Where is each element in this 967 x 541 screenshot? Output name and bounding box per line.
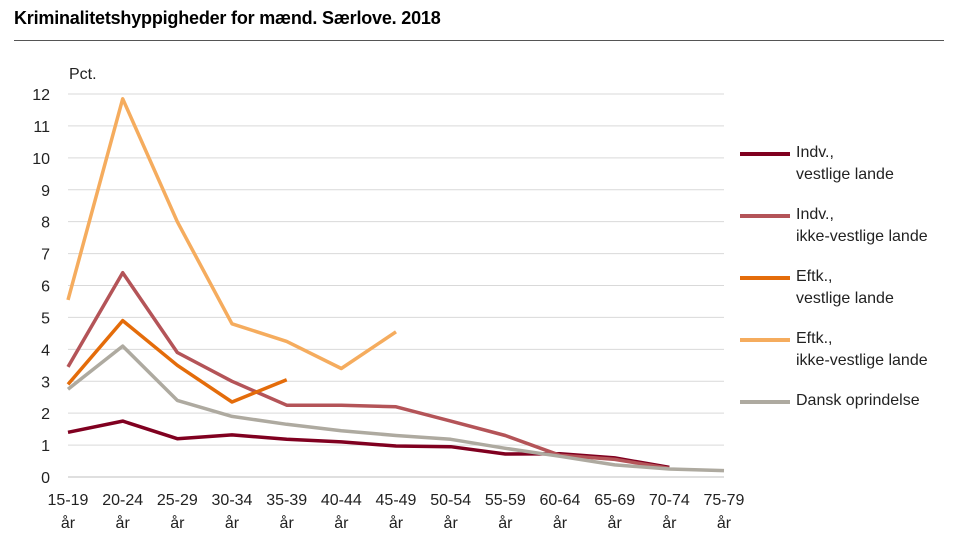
y-axis-label: Pct. xyxy=(69,66,97,83)
x-tick-label-unit: år xyxy=(662,514,677,532)
y-tick-label: 2 xyxy=(41,406,50,423)
x-tick-label-unit: år xyxy=(170,514,185,532)
legend-label-line: ikke-vestlige lande xyxy=(796,228,928,245)
x-tick-label: 70-74 xyxy=(649,492,690,509)
legend-label-line: vestlige lande xyxy=(796,290,894,307)
legend-swatch xyxy=(740,276,790,280)
x-tick-label-unit: år xyxy=(334,514,349,532)
x-tick-label-unit: år xyxy=(498,514,513,532)
x-tick-label: 20-24 xyxy=(102,492,143,509)
legend-label: Eftk., ikke-vestlige lande xyxy=(796,328,966,372)
legend-swatch xyxy=(740,400,790,404)
legend-item-3: Eftk., vestlige lande xyxy=(740,266,966,310)
x-tick-label: 75-79 xyxy=(704,492,745,509)
x-tick-label: 30-34 xyxy=(212,492,253,509)
series-line-4 xyxy=(66,97,397,371)
y-tick-label: 8 xyxy=(41,215,50,232)
y-tick-label: 7 xyxy=(41,247,50,264)
x-tick-label-unit: år xyxy=(225,514,240,532)
legend-swatch xyxy=(740,214,790,218)
legend-label: Eftk., vestlige lande xyxy=(796,266,966,310)
x-tick-label: 35-39 xyxy=(266,492,307,509)
x-tick-label: 65-69 xyxy=(594,492,635,509)
legend-swatch xyxy=(740,152,790,156)
x-tick-label: 55-59 xyxy=(485,492,526,509)
x-tick-label: 50-54 xyxy=(430,492,471,509)
legend-item-1: Indv., vestlige lande xyxy=(740,142,966,186)
series-line-2 xyxy=(66,270,670,471)
series-lines xyxy=(66,97,725,473)
x-tick-label-unit: år xyxy=(717,514,732,532)
x-tick-label-unit: år xyxy=(280,514,295,532)
legend-label: Dansk oprindelse xyxy=(796,390,966,412)
x-tick-label: 15-19 xyxy=(48,492,89,509)
x-tick-label-unit: år xyxy=(553,514,568,532)
legend-label-line: Indv., xyxy=(796,206,834,223)
legend-item-2: Indv., ikke-vestlige lande xyxy=(740,204,966,248)
series-line-3 xyxy=(66,318,288,404)
legend-item-4: Eftk., ikke-vestlige lande xyxy=(740,328,966,372)
y-tick-label: 3 xyxy=(41,374,50,391)
chart-title: Kriminalitetshyppigheder for mænd. Særlo… xyxy=(14,8,441,28)
x-tick-label-unit: år xyxy=(389,514,404,532)
y-tick-label: 10 xyxy=(32,151,50,168)
legend-label-line: ikke-vestlige lande xyxy=(796,352,928,369)
title-divider xyxy=(14,40,944,41)
legend-label-line: vestlige lande xyxy=(796,166,894,183)
y-tick-label: 9 xyxy=(41,183,50,200)
legend-label-line: Eftk., xyxy=(796,330,833,347)
x-tick-label-unit: år xyxy=(444,514,459,532)
y-tick-label: 11 xyxy=(33,119,50,136)
gridlines xyxy=(68,93,724,446)
x-tick-label: 60-64 xyxy=(540,492,581,509)
y-tick-label: 6 xyxy=(41,279,50,296)
x-tick-label-unit: år xyxy=(61,514,76,532)
axes: 012345678910111215-19år20-24år25-29år30-… xyxy=(32,87,744,532)
y-tick-label: 5 xyxy=(41,310,50,327)
y-tick-label: 12 xyxy=(32,87,50,104)
legend-label: Indv., ikke-vestlige lande xyxy=(796,204,966,248)
y-tick-label: 4 xyxy=(41,342,50,359)
y-tick-label: 0 xyxy=(41,470,50,487)
x-tick-label-unit: år xyxy=(608,514,623,532)
x-tick-label: 45-49 xyxy=(376,492,417,509)
x-tick-label-unit: år xyxy=(116,514,131,532)
legend-label-line: Dansk oprindelse xyxy=(796,392,920,409)
legend-label-line: Indv., xyxy=(796,144,834,161)
x-tick-label: 25-29 xyxy=(157,492,198,509)
legend-item-5: Dansk oprindelse xyxy=(740,390,966,412)
y-tick-label: 1 xyxy=(41,438,50,455)
series-line-5 xyxy=(66,344,725,473)
legend-swatch xyxy=(740,338,790,342)
legend-label: Indv., vestlige lande xyxy=(796,142,966,186)
legend-label-line: Eftk., xyxy=(796,268,833,285)
x-tick-label: 40-44 xyxy=(321,492,362,509)
